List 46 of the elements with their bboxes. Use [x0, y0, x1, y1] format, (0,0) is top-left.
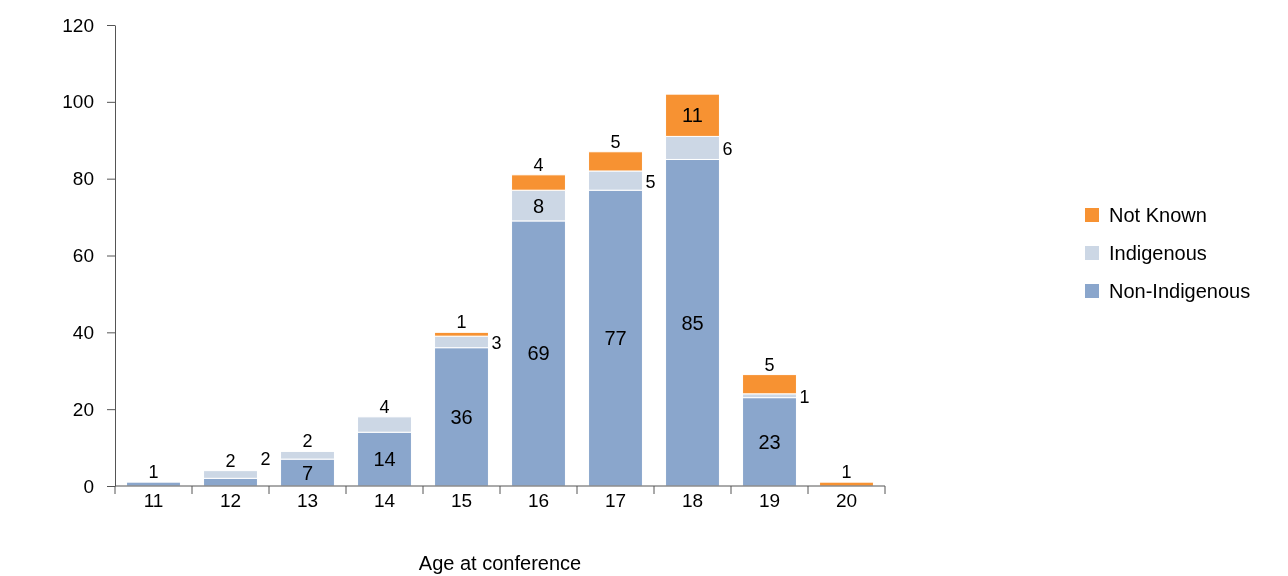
- data-label: 23: [758, 430, 781, 453]
- data-label: 4: [379, 396, 390, 417]
- data-label: 1: [841, 462, 852, 483]
- data-label: 11: [682, 104, 703, 127]
- data-label: 85: [681, 311, 704, 334]
- y-tick-label: 100: [62, 91, 94, 113]
- data-label: 6: [722, 138, 733, 159]
- x-tick-label: 17: [604, 490, 627, 511]
- legend-label: Indigenous: [1109, 242, 1207, 264]
- x-tick-label: 15: [450, 490, 473, 511]
- data-label: 1: [456, 312, 467, 333]
- y-tick-label: 120: [62, 14, 94, 36]
- data-label: 8: [532, 194, 545, 217]
- data-label: 2: [260, 449, 271, 469]
- x-tick-label: 11: [143, 490, 164, 511]
- x-tick-label: 14: [373, 490, 396, 511]
- y-tick-label: 20: [72, 398, 94, 420]
- data-label: 5: [645, 171, 656, 192]
- data-label: 1: [799, 386, 810, 407]
- x-tick-label: 13: [296, 490, 319, 511]
- x-tick-label: 20: [835, 490, 858, 511]
- data-label: 69: [527, 342, 550, 365]
- data-label: 2: [225, 450, 236, 471]
- data-label: 7: [301, 461, 314, 484]
- data-label: 1: [148, 462, 159, 483]
- bar: [742, 397, 797, 487]
- data-label: 5: [610, 131, 621, 152]
- legend-label: Non-Indigenous: [1109, 280, 1251, 302]
- legend-label: Not Known: [1109, 204, 1207, 226]
- data-label: 14: [373, 448, 396, 471]
- data-label: 77: [604, 327, 627, 350]
- data-label: 5: [764, 354, 775, 375]
- data-label: 36: [450, 405, 473, 428]
- y-tick-label: 60: [72, 245, 94, 267]
- y-tick-label: 40: [72, 321, 94, 343]
- x-tick-label: 16: [527, 490, 550, 511]
- x-axis-title: Age at conference: [418, 552, 582, 574]
- data-label: 4: [533, 154, 544, 175]
- y-tick-label: 80: [72, 168, 94, 190]
- data-label: 3: [491, 332, 502, 353]
- y-tick-label: 0: [83, 475, 94, 497]
- x-tick-label: 19: [758, 490, 781, 511]
- x-tick-label: 12: [219, 490, 242, 511]
- x-tick-label: 18: [681, 490, 704, 511]
- data-label: 2: [302, 431, 313, 452]
- bar: [742, 374, 797, 395]
